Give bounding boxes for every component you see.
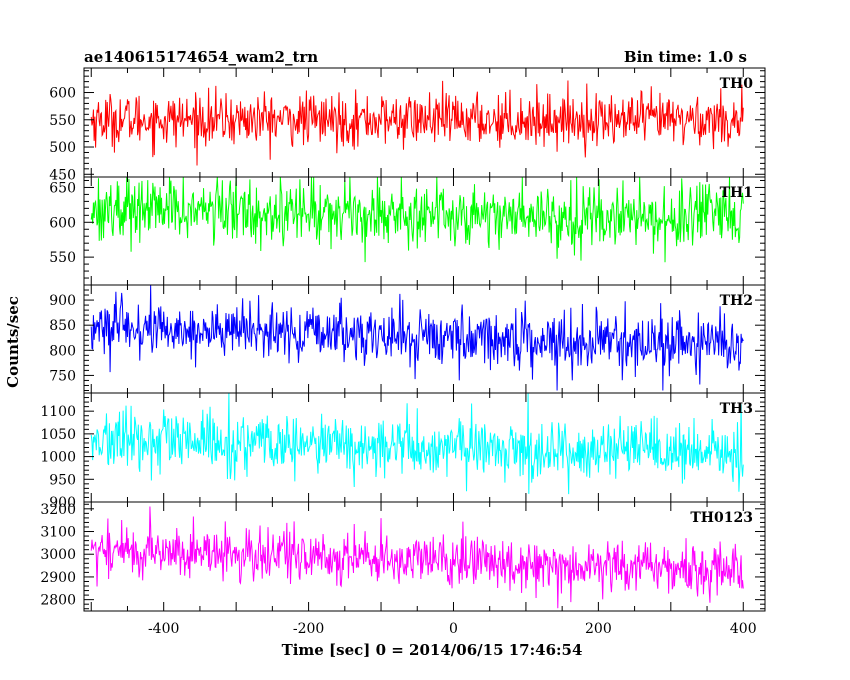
x-axis-label: Time [sec] 0 = 2014/06/15 17:46:54 bbox=[282, 641, 583, 659]
panel-frame bbox=[83, 501, 766, 612]
chart-title: ae140615174654_wam2_trn bbox=[84, 48, 318, 66]
y-tick-label: 600 bbox=[49, 215, 76, 231]
y-tick-label: 1000 bbox=[40, 450, 76, 466]
series-line-th2 bbox=[90, 285, 744, 391]
series-line-th1 bbox=[90, 177, 744, 263]
panel-th2: 750 800 850 900 TH2 bbox=[49, 284, 766, 394]
y-tick-label: 550 bbox=[49, 113, 76, 129]
y-tick-label: 2800 bbox=[40, 593, 76, 609]
y-tick-label: 950 bbox=[49, 472, 76, 488]
panel-th0: 450 500 550 600 TH0 bbox=[49, 67, 766, 183]
x-tick-label: 200 bbox=[585, 621, 612, 637]
y-tick-label: 600 bbox=[49, 86, 76, 102]
y-tick-label: 1050 bbox=[40, 427, 76, 443]
panel-th0123: 2800 2900 3000 3100 3200 TH0123 bbox=[40, 501, 766, 612]
y-tick-label: 3100 bbox=[40, 525, 76, 541]
panel-name-label: TH1 bbox=[720, 185, 753, 201]
x-tick-label: 400 bbox=[730, 621, 757, 637]
y-tick-label: 800 bbox=[49, 343, 76, 359]
x-tick-label: 0 bbox=[449, 621, 458, 637]
series-line-th3 bbox=[90, 393, 744, 495]
series-line-th0 bbox=[90, 80, 744, 166]
panel-name-label: TH2 bbox=[720, 293, 753, 309]
series-line-th0123 bbox=[90, 506, 744, 609]
panel-th3: 900 950 1000 1050 1100 TH3 bbox=[40, 392, 766, 511]
y-tick-label: 3000 bbox=[40, 547, 76, 563]
y-tick-label: 450 bbox=[49, 167, 76, 183]
x-axis: -400 -200 0 200 400 bbox=[148, 621, 757, 637]
y-tick-label: 1100 bbox=[40, 404, 76, 420]
panel-name-label: TH0123 bbox=[690, 510, 753, 526]
y-tick-label: 2900 bbox=[40, 570, 76, 586]
y-tick-label: 900 bbox=[49, 293, 76, 309]
panel-name-label: TH3 bbox=[720, 401, 753, 417]
y-tick-label: 500 bbox=[49, 140, 76, 156]
y-tick-label: 650 bbox=[49, 180, 76, 196]
y-axis-label: Counts/sec bbox=[4, 296, 22, 388]
y-tick-label: 550 bbox=[49, 250, 76, 266]
panel-name-label: TH0 bbox=[720, 76, 754, 92]
panel-frame bbox=[83, 176, 766, 286]
y-tick-label: 3200 bbox=[40, 502, 76, 518]
y-tick-label: 900 bbox=[49, 495, 76, 511]
panels: 450 500 550 600 TH0 550 600 650 TH1 750 800 850 900 T… bbox=[40, 67, 766, 612]
x-tick-label: -200 bbox=[293, 621, 324, 637]
y-tick-label: 750 bbox=[49, 368, 76, 384]
panel-th1: 550 600 650 TH1 bbox=[49, 176, 766, 286]
bin-time-label: Bin time: 1.0 s bbox=[624, 48, 747, 66]
y-tick-label: 850 bbox=[49, 318, 76, 334]
x-tick-label: -400 bbox=[148, 621, 179, 637]
